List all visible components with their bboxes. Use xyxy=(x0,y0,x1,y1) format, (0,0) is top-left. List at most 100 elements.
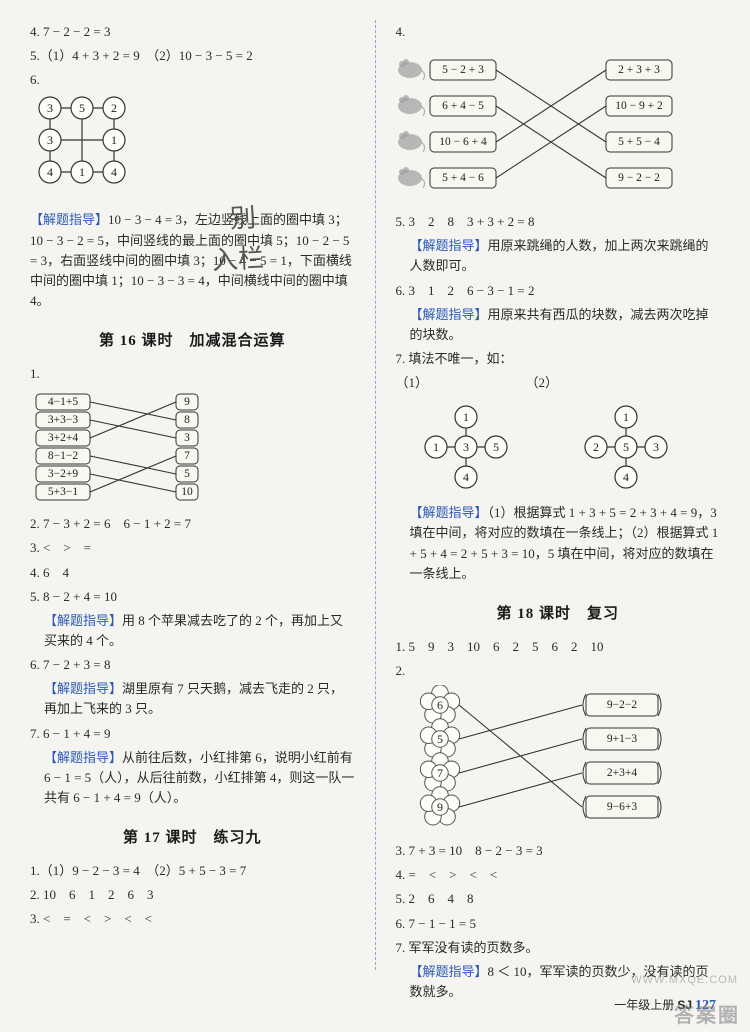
matching-diagram-16: 4−1+5 3+3−3 3+2+4 8−1−2 3−2+9 5+3−1 9 8 3 7 5 10 xyxy=(30,388,230,508)
svg-text:5: 5 xyxy=(623,440,629,454)
text-line: 7. 6 − 1 + 4 = 9 xyxy=(30,724,355,744)
text-line: 6. xyxy=(30,70,355,90)
watermark-logo: 答案圈 xyxy=(674,999,740,1028)
svg-text:8: 8 xyxy=(184,414,190,426)
explanation: 【解题指导】用原来跳绳的人数，加上两次来跳绳的人数即可。 xyxy=(396,236,721,276)
svg-text:1: 1 xyxy=(433,440,439,454)
svg-text:4: 4 xyxy=(47,165,53,179)
explanation-label: 【解题指导】 xyxy=(410,307,488,322)
lesson-heading: 第 17 课时 练习九 xyxy=(30,826,355,847)
explanation-label: 【解题指导】 xyxy=(30,212,108,227)
svg-text:5: 5 xyxy=(437,732,443,746)
svg-text:1: 1 xyxy=(463,410,469,424)
svg-text:3: 3 xyxy=(184,432,190,444)
text-line: 1.（1）9 − 2 − 3 = 4 （2）5 + 5 − 3 = 7 xyxy=(30,861,355,881)
explanation: 【解题指导】用 8 个苹果减去吃了的 2 个，再加上又买来的 4 个。 xyxy=(30,611,355,651)
svg-text:9+1−3: 9+1−3 xyxy=(606,733,636,745)
explanation: 【解题指导】用原来共有西瓜的块数，减去两次吃掉的块数。 xyxy=(396,305,721,345)
svg-text:1: 1 xyxy=(623,410,629,424)
text-line: 3. < > = xyxy=(30,538,355,558)
svg-text:3: 3 xyxy=(47,101,53,115)
text-line: 2. 7 − 3 + 2 = 6 6 − 1 + 2 = 7 xyxy=(30,514,355,534)
text-line: 6. 7 − 2 + 3 = 8 xyxy=(30,655,355,675)
text-line: 3. < = < > < < xyxy=(30,909,355,929)
explanation: 【解题指导】（1）根据算式 1 + 3 + 5 = 2 + 3 + 4 = 9，… xyxy=(396,503,721,584)
svg-text:1: 1 xyxy=(111,133,117,147)
explanation: 【解题指导】10 − 3 − 4 = 3，左边竖线上面的圈中填 3；10 − 3… xyxy=(30,210,355,311)
svg-text:4: 4 xyxy=(111,165,117,179)
svg-text:2: 2 xyxy=(593,440,599,454)
svg-text:5+3−1: 5+3−1 xyxy=(48,486,78,498)
svg-text:2+3+4: 2+3+4 xyxy=(606,767,636,779)
svg-text:8−1−2: 8−1−2 xyxy=(48,450,78,462)
svg-text:5 + 5 − 4: 5 + 5 − 4 xyxy=(618,136,660,148)
text-line: 7. 军军没有读的页数多。 xyxy=(396,938,721,958)
explanation: 【解题指导】湖里原有 7 只天鹅，减去飞走的 2 只，再加上飞来的 3 只。 xyxy=(30,679,355,719)
explanation-label: 【解题指导】 xyxy=(410,964,488,979)
svg-text:5: 5 xyxy=(493,440,499,454)
svg-text:9−6+3: 9−6+3 xyxy=(606,801,636,813)
text-line: 6. 3 1 2 6 − 3 − 1 = 2 xyxy=(396,281,721,301)
cross-diagrams: 1 1 3 5 4 1 2 5 3 4 xyxy=(396,397,716,497)
svg-text:9−2−2: 9−2−2 xyxy=(606,699,636,711)
text-line: 5. 8 − 2 + 4 = 10 xyxy=(30,587,355,607)
svg-text:9: 9 xyxy=(184,396,190,408)
svg-text:9 − 2 − 2: 9 − 2 − 2 xyxy=(618,172,660,184)
svg-text:7: 7 xyxy=(437,766,443,780)
svg-text:2 + 3 + 3: 2 + 3 + 3 xyxy=(618,64,660,76)
circle-grid-diagram: 3 5 2 3 1 4 1 4 xyxy=(30,94,160,204)
svg-text:3: 3 xyxy=(47,133,53,147)
text-line: 2. xyxy=(396,661,721,681)
explanation-label: 【解题指导】 xyxy=(44,681,122,696)
svg-text:1: 1 xyxy=(79,165,85,179)
svg-text:9: 9 xyxy=(437,800,443,814)
svg-text:5 − 2 + 3: 5 − 2 + 3 xyxy=(442,64,484,76)
text-line: 5.（1）4 + 3 + 2 = 9 （2）10 − 3 − 5 = 2 xyxy=(30,46,355,66)
svg-text:3+2+4: 3+2+4 xyxy=(48,432,78,444)
svg-text:10: 10 xyxy=(181,486,193,498)
svg-text:5: 5 xyxy=(184,468,190,480)
right-column: 4. 5 − 2 + 3 6 + 4 − 5 10 − 6 + 4 5 + 4 − 6… xyxy=(396,20,721,970)
svg-text:5: 5 xyxy=(79,101,85,115)
svg-text:6 + 4 − 5: 6 + 4 − 5 xyxy=(442,100,484,112)
text-line: 5. 2 6 4 8 xyxy=(396,889,721,909)
explanation-label: 【解题指导】 xyxy=(410,505,488,520)
svg-text:10 − 6 + 4: 10 − 6 + 4 xyxy=(439,136,487,148)
svg-text:7: 7 xyxy=(184,450,190,462)
text-line: 6. 7 − 1 − 1 = 5 xyxy=(396,914,721,934)
text-line: 4. 7 − 2 − 2 = 3 xyxy=(30,22,355,42)
text-line: 4. 6 4 xyxy=(30,563,355,583)
text-line: 7. 填法不唯一，如： xyxy=(396,349,721,369)
svg-text:3: 3 xyxy=(653,440,659,454)
svg-text:3: 3 xyxy=(463,440,469,454)
svg-text:10 − 9 + 2: 10 − 9 + 2 xyxy=(615,100,663,112)
explanation: 【解题指导】从前往后数，小红排第 6，说明小红前有 6 − 1 = 5（人），从… xyxy=(30,748,355,808)
svg-text:4: 4 xyxy=(623,470,629,484)
lesson-heading: 第 16 课时 加减混合运算 xyxy=(30,329,355,350)
column-divider xyxy=(375,20,376,970)
svg-text:3−2+9: 3−2+9 xyxy=(48,468,78,480)
svg-text:3+3−3: 3+3−3 xyxy=(48,414,78,426)
text-line: 1. 5 9 3 10 6 2 5 6 2 10 xyxy=(396,637,721,657)
text-line: 4. xyxy=(396,22,721,42)
flower-matching-diagram: 6 5 7 9 9−2−2 9+1−3 2+3+4 9−6+3 xyxy=(396,685,716,835)
explanation-label: 【解题指导】 xyxy=(44,750,122,765)
mice-matching-diagram: 5 − 2 + 3 6 + 4 − 5 10 − 6 + 4 5 + 4 − 6 2 +… xyxy=(396,46,716,206)
watermark-url: WWW.MXQE.COM xyxy=(631,974,738,986)
footer-text: 一年级上册 xyxy=(614,998,674,1012)
svg-text:5 + 4 − 6: 5 + 4 − 6 xyxy=(442,172,484,184)
left-column: 4. 7 − 2 − 2 = 3 5.（1）4 + 3 + 2 = 9 （2）1… xyxy=(30,20,355,970)
svg-text:6: 6 xyxy=(437,698,443,712)
svg-text:4−1+5: 4−1+5 xyxy=(48,396,78,408)
text-line: 3. 7 + 3 = 10 8 − 2 − 3 = 3 xyxy=(396,841,721,861)
text-line: 5. 3 2 8 3 + 3 + 2 = 8 xyxy=(396,212,721,232)
explanation-label: 【解题指导】 xyxy=(44,613,122,628)
text-line: 4. = < > < < xyxy=(396,865,721,885)
explanation-label: 【解题指导】 xyxy=(410,238,488,253)
svg-text:4: 4 xyxy=(463,470,469,484)
text-line: 1. xyxy=(30,364,355,384)
text-line: （1） （2） xyxy=(396,373,721,393)
text-line: 2. 10 6 1 2 6 3 xyxy=(30,885,355,905)
lesson-heading: 第 18 课时 复习 xyxy=(396,602,721,623)
svg-text:2: 2 xyxy=(111,101,117,115)
